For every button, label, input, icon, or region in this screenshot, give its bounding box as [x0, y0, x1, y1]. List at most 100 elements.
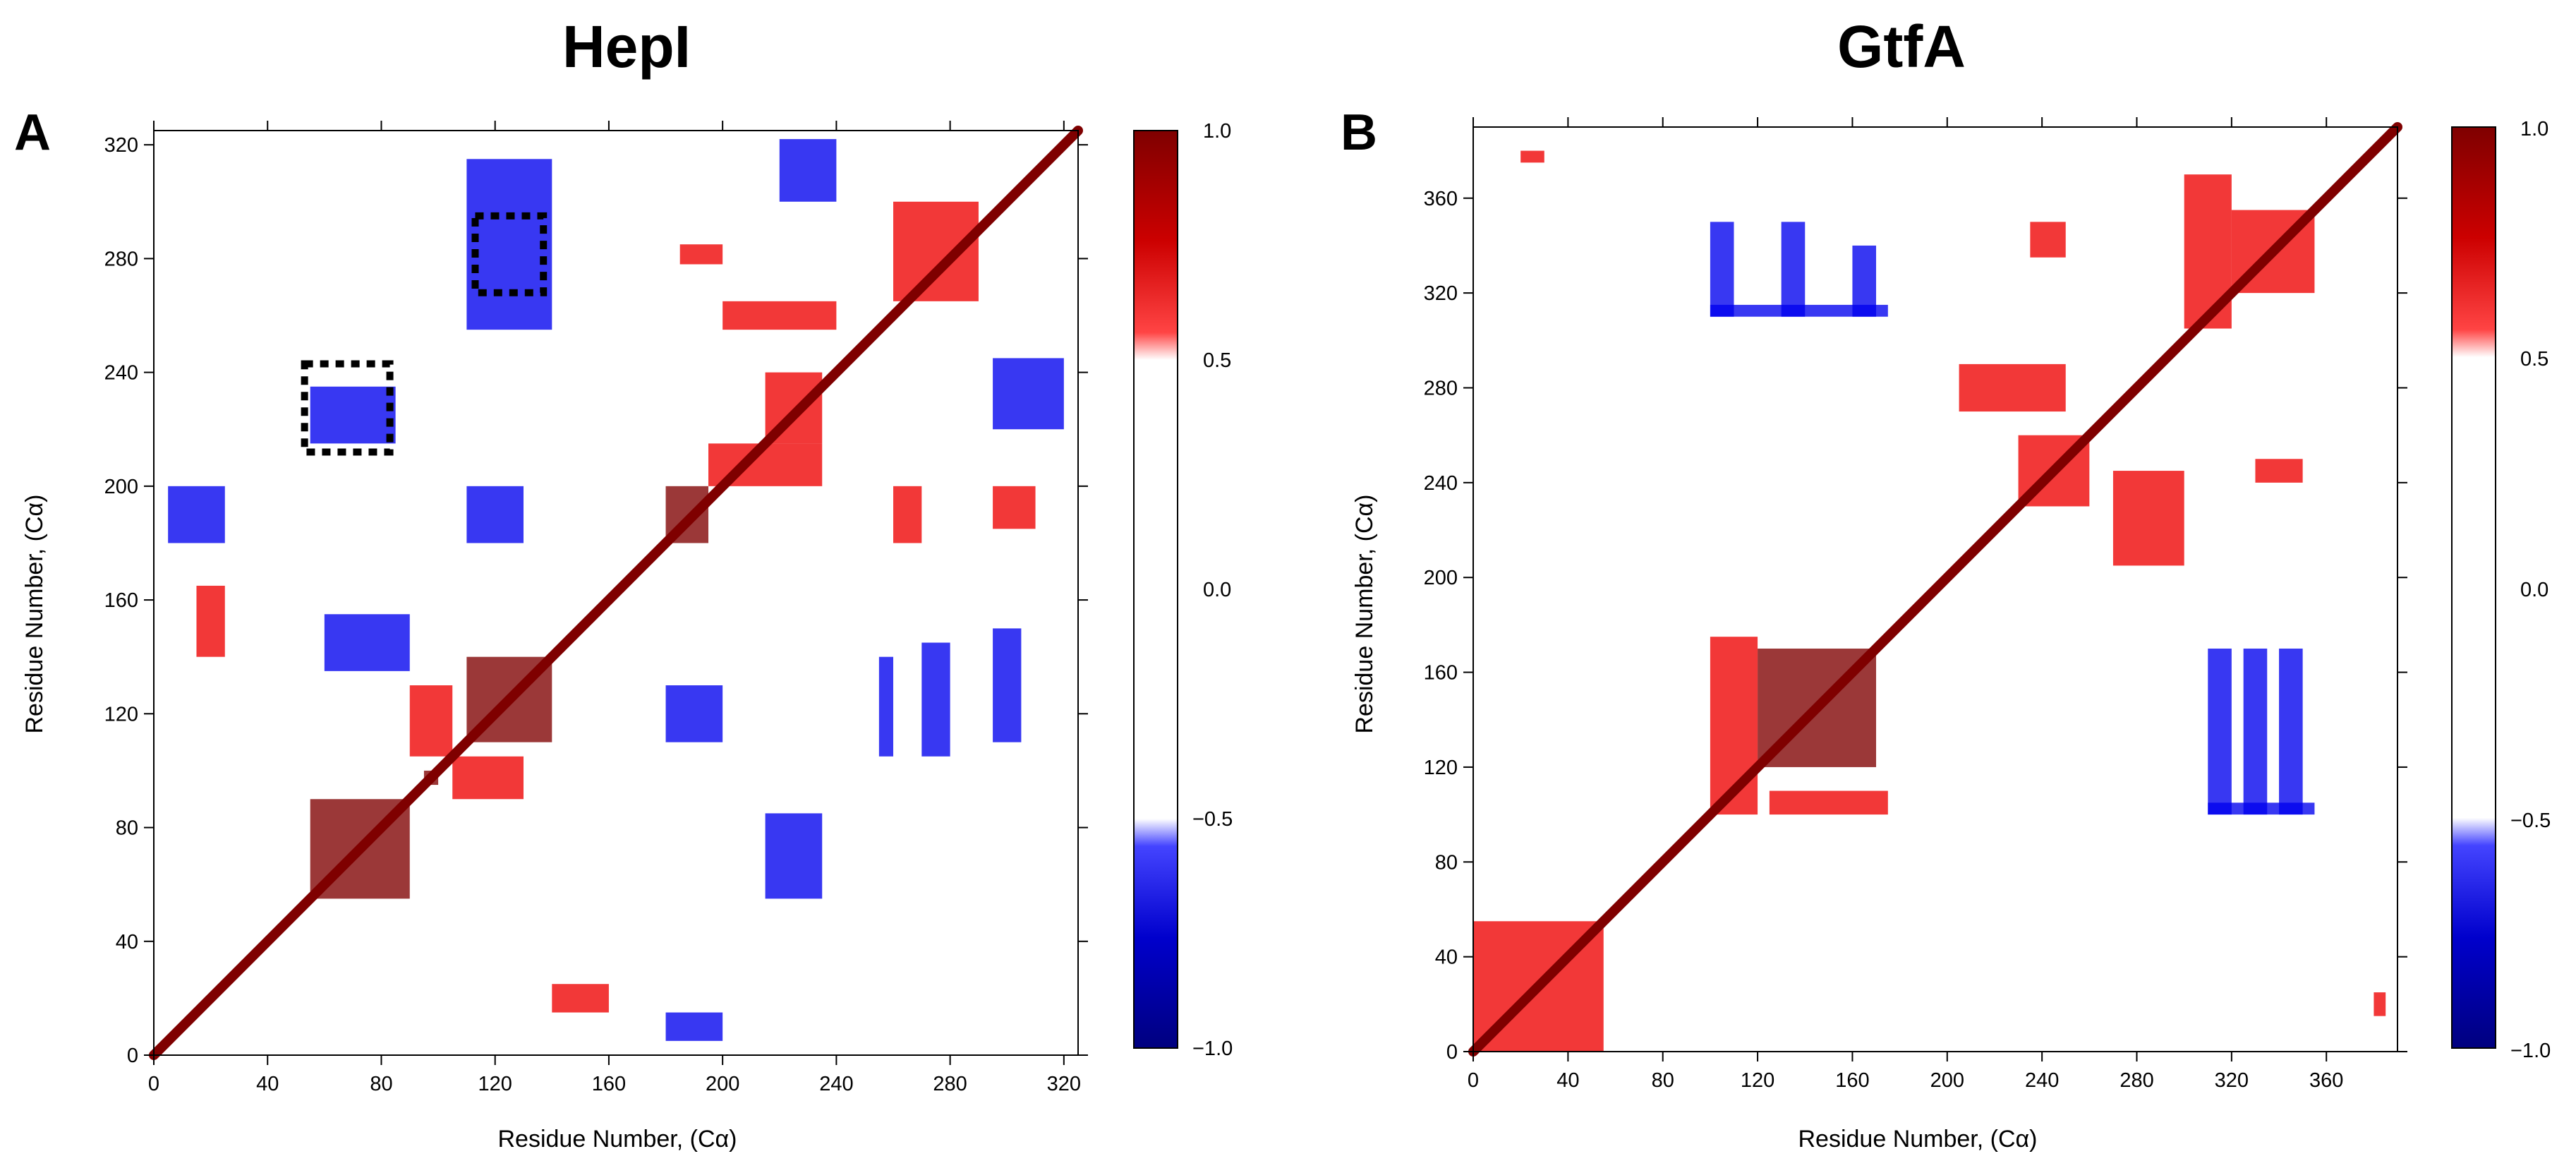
colorbar-tick-label: −0.5: [1192, 808, 1233, 831]
correlation-region: [2208, 802, 2315, 815]
panel-title: GtfA: [1837, 13, 1966, 80]
correlation-region: [665, 685, 723, 742]
correlation-region: [452, 756, 524, 800]
x-tick-label: 120: [478, 1073, 512, 1095]
plot-frame: [153, 130, 1079, 1056]
correlation-region: [2030, 222, 2066, 258]
correlation-region: [1781, 222, 1806, 317]
x-tick-label: 320: [1047, 1073, 1081, 1095]
x-tick-label: 40: [256, 1073, 279, 1095]
correlation-region: [1710, 222, 1734, 317]
y-tick-label: 40: [1435, 946, 1458, 969]
y-tick-label: 200: [104, 476, 138, 498]
y-tick-label: 80: [116, 817, 138, 840]
diagonal-line: [149, 126, 1083, 1060]
x-axis-label: Residue Number, (Cα): [498, 1126, 737, 1153]
x-tick-label: 200: [1930, 1069, 1964, 1092]
correlation-region: [1710, 304, 1888, 317]
y-axis-label: Residue Number, (Cα): [21, 495, 48, 734]
x-tick-label: 200: [706, 1073, 739, 1095]
correlation-region: [196, 585, 225, 657]
correlation-region: [993, 358, 1064, 430]
correlation-region: [993, 628, 1022, 742]
x-tick-label: 0: [148, 1073, 159, 1095]
y-axis-label: Residue Number, (Cα): [1351, 495, 1378, 734]
x-tick-label: 0: [1468, 1069, 1479, 1092]
x-tick-label: 160: [592, 1073, 626, 1095]
x-tick-label: 360: [2309, 1069, 2343, 1092]
colorbar-tick-label: 0.0: [1203, 579, 1231, 601]
y-tick-label: 240: [1424, 472, 1458, 495]
colorbar: 1.0 0.5 0.0 −0.5 −1.0: [2451, 118, 2551, 1062]
y-tick-label: 360: [1424, 188, 1458, 210]
y-tick-label: 200: [1424, 567, 1458, 589]
colorbar-tick-label: 1.0: [1203, 120, 1231, 143]
x-tick-label: 120: [1741, 1069, 1774, 1092]
correlation-region: [893, 486, 922, 543]
correlation-region: [2255, 459, 2303, 483]
y-tick-label: 160: [1424, 662, 1458, 685]
x-tick-label: 240: [819, 1073, 853, 1095]
correlation-region: [921, 642, 950, 757]
y-tick-label: 320: [104, 134, 138, 157]
panel-letter: B: [1341, 104, 1377, 161]
x-axis-label: Residue Number, (Cα): [1798, 1126, 2038, 1153]
correlation-region: [2374, 992, 2386, 1016]
colorbar-gradient: [1133, 130, 1178, 1049]
panel-gtfa: GtfA B 0 40 80 120 160 200 240 280 320 360 0 40 80 12…: [1341, 13, 2551, 1153]
panel-hepi: HepI A 0 40 80 120 160 200 240 280 320 0 40 80 120 16…: [14, 13, 1233, 1153]
x-tick-label: 160: [1835, 1069, 1869, 1092]
correlation-region: [665, 1012, 723, 1041]
correlation-region: [466, 159, 552, 330]
colorbar: 1.0 0.5 0.0 −0.5 −1.0: [1133, 120, 1233, 1060]
heatmap-plot-area: 0 40 80 120 160 200 240 280 320 360 0 40 80 120 160 200…: [1424, 117, 2407, 1092]
heatmap-plot-area: 0 40 80 120 160 200 240 280 320 0 40 80 120 160 200 240…: [104, 121, 1088, 1095]
correlation-region: [2279, 648, 2303, 815]
correlation-region: [409, 685, 453, 757]
colorbar-tick-label: 0.5: [1203, 349, 1231, 372]
highlight-box: [471, 212, 548, 296]
colorbar-tick-label: 1.0: [2520, 118, 2548, 140]
y-tick-label: 0: [1446, 1041, 1458, 1064]
correlation-region: [878, 656, 893, 757]
correlation-region: [2208, 648, 2232, 815]
correlation-region: [893, 201, 979, 301]
x-tick-label: 320: [2215, 1069, 2249, 1092]
x-tick-label: 280: [2120, 1069, 2153, 1092]
colorbar-tick-label: 0.5: [2520, 348, 2548, 371]
x-tick-label: 40: [1556, 1069, 1579, 1092]
correlation-region: [1959, 363, 2066, 412]
x-tick-label: 80: [370, 1073, 392, 1095]
y-tick-label: 80: [1435, 851, 1458, 874]
correlation-region: [722, 301, 837, 330]
colorbar-tick-label: −1.0: [2510, 1040, 2551, 1062]
y-tick-label: 280: [1424, 377, 1458, 399]
y-tick-label: 40: [116, 931, 138, 954]
y-tick-label: 280: [104, 248, 138, 270]
y-tick-label: 120: [104, 703, 138, 726]
correlation-region: [993, 486, 1036, 529]
x-tick-label: 80: [1652, 1069, 1674, 1092]
highlight-box: [301, 360, 394, 456]
correlation-region: [310, 386, 396, 444]
y-tick-label: 120: [1424, 757, 1458, 779]
correlation-region: [168, 486, 225, 543]
y-tick-label: 320: [1424, 282, 1458, 305]
correlation-region: [1769, 790, 1888, 815]
y-tick-label: 240: [104, 362, 138, 385]
diagonal-line: [1468, 122, 2402, 1057]
correlation-region: [324, 614, 410, 671]
y-tick-label: 160: [104, 589, 138, 612]
correlation-region: [765, 813, 823, 899]
y-tick-label: 0: [127, 1045, 138, 1067]
panel-title: HepI: [562, 13, 691, 80]
correlation-region: [679, 244, 723, 265]
x-tick-label: 280: [933, 1073, 967, 1095]
correlation-region: [2112, 471, 2184, 566]
correlation-region: [466, 486, 524, 543]
colorbar-tick-label: −1.0: [1192, 1037, 1233, 1060]
correlation-region: [552, 984, 609, 1013]
colorbar-tick-label: −0.5: [2510, 810, 2551, 832]
panel-letter: A: [14, 104, 51, 161]
